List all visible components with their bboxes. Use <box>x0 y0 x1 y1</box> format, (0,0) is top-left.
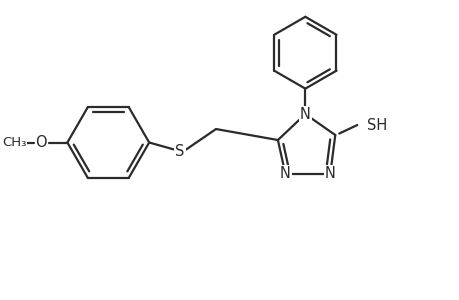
Text: O: O <box>35 135 47 150</box>
Text: N: N <box>299 106 310 122</box>
Text: CH₃: CH₃ <box>2 136 26 149</box>
Text: SH: SH <box>366 118 386 133</box>
Text: S: S <box>175 144 185 159</box>
Text: N: N <box>324 167 335 182</box>
Text: N: N <box>280 167 290 182</box>
